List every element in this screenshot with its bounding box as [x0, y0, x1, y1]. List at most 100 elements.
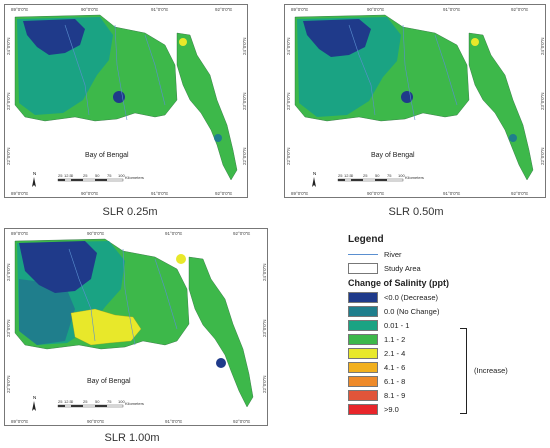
legend-class-row: 8.1 - 9: [348, 388, 544, 402]
increase-bracket: [460, 328, 467, 414]
svg-text:100: 100: [118, 173, 125, 178]
svg-text:24°0'0"N: 24°0'0"N: [286, 37, 291, 55]
map-svg: 89°0'0"E 90°0'0"E 91°0'0"E 92°0'0"E 89°0…: [6, 231, 267, 424]
scale-bar: 25 12.5 0 25 50 75 100 Kilometers: [57, 173, 144, 182]
svg-text:92°0'0"E: 92°0'0"E: [233, 231, 250, 236]
svg-text:12.5: 12.5: [64, 399, 73, 404]
legend-title: Legend: [348, 234, 384, 245]
legend-classes: <0.0 (Decrease) 0.0 (No Change) 0.01 - 1 1.…: [348, 290, 544, 416]
study-area-east: [468, 32, 534, 181]
svg-text:25: 25: [58, 173, 63, 178]
legend-class-row: 1.1 - 2: [348, 332, 544, 346]
svg-text:50: 50: [95, 399, 100, 404]
legend-label: Study Area: [384, 263, 421, 273]
svg-text:0: 0: [71, 173, 74, 178]
north-arrow-icon: N: [32, 395, 36, 411]
svg-text:N: N: [33, 395, 36, 400]
panel-caption: SLR 0.50m: [388, 206, 444, 218]
svg-text:25: 25: [338, 173, 343, 178]
map-svg: 89°0'0"E 90°0'0"E 91°0'0"E 92°0'0"E 89°0…: [286, 7, 545, 196]
svg-text:89°0'0"E: 89°0'0"E: [11, 419, 28, 424]
svg-text:24°0'0"N: 24°0'0"N: [262, 263, 267, 281]
legend-class-row: 0.0 (No Change): [348, 304, 544, 318]
legend-swatch: [348, 375, 378, 387]
yellow-spot: [471, 38, 479, 46]
legend-swatch: [348, 389, 378, 401]
legend-class-row: 4.1 - 6: [348, 360, 544, 374]
svg-text:Kilometers: Kilometers: [405, 175, 424, 180]
svg-text:90°0'0"E: 90°0'0"E: [87, 231, 104, 236]
legend-class-label: 0.01 - 1: [384, 320, 410, 330]
decrease-zone: [19, 241, 97, 293]
lon-tick: 92°0'0"E: [215, 191, 232, 196]
lat-tick: 22°0'0"N: [6, 147, 11, 165]
svg-text:23°0'0"N: 23°0'0"N: [6, 319, 11, 337]
legend-label: River: [384, 249, 402, 259]
svg-text:89°0'0"E: 89°0'0"E: [291, 7, 308, 12]
svg-text:90°0'0"E: 90°0'0"E: [367, 191, 384, 196]
bay-label: Bay of Bengal: [371, 152, 415, 159]
no-change-spot: [214, 134, 222, 142]
legend-class-row: >9.0: [348, 402, 544, 416]
legend-swatch: [348, 361, 378, 373]
scale-bar: 25 12.5 0 25 50 75 100 Kilometers: [57, 399, 144, 408]
legend-class-label: 4.1 - 6: [384, 362, 406, 372]
legend-river: River: [348, 247, 544, 261]
lon-tick: 91°0'0"E: [151, 191, 168, 196]
north-arrow-icon: N: [312, 171, 316, 187]
scale-bar: 25 12.5 0 25 50 75 100 Kilometers: [337, 173, 424, 182]
legend-class-label: <0.0 (Decrease): [384, 292, 438, 302]
legend-swatch: [348, 347, 378, 359]
svg-text:25: 25: [83, 399, 88, 404]
lat-tick: 24°0'0"N: [6, 37, 11, 55]
river-line: [64, 24, 166, 121]
svg-text:92°0'0"E: 92°0'0"E: [511, 7, 528, 12]
svg-text:25: 25: [363, 173, 368, 178]
svg-text:25: 25: [58, 399, 63, 404]
legend-class-row: 0.01 - 1: [348, 318, 544, 332]
svg-text:12.5: 12.5: [64, 173, 73, 178]
river-line: [348, 24, 458, 121]
legend-class-label: >9.0: [384, 404, 399, 414]
legend-class-label: 6.1 - 8: [384, 376, 406, 386]
decrease-zone: [23, 19, 85, 55]
decrease-zone: [303, 19, 371, 57]
svg-text:90°0'0"E: 90°0'0"E: [367, 7, 384, 12]
legend-class-label: 0.0 (No Change): [384, 306, 440, 316]
svg-text:23°0'0"N: 23°0'0"N: [286, 92, 291, 110]
svg-text:100: 100: [398, 173, 405, 178]
salinity-title: Change of Salinity (ppt): [348, 278, 449, 288]
lat-tick: 22°0'0"N: [242, 147, 247, 165]
svg-text:22°0'0"N: 22°0'0"N: [262, 375, 267, 393]
map-panel-slr-025: 89°0'0"E 90°0'0"E 91°0'0"E 92°0'0"E 89°0…: [4, 4, 248, 198]
legend-study-area: Study Area: [348, 261, 544, 275]
svg-text:89°0'0"E: 89°0'0"E: [291, 191, 308, 196]
svg-text:Kilometers: Kilometers: [125, 175, 144, 180]
no-change-zone: [19, 279, 75, 345]
svg-text:22°0'0"N: 22°0'0"N: [286, 147, 291, 165]
svg-text:75: 75: [107, 173, 112, 178]
map-panel-slr-050: 89°0'0"E 90°0'0"E 91°0'0"E 92°0'0"E 89°0…: [284, 4, 546, 198]
legend-swatch: [348, 333, 378, 345]
svg-text:91°0'0"E: 91°0'0"E: [165, 231, 182, 236]
svg-text:23°0'0"N: 23°0'0"N: [262, 319, 267, 337]
lat-tick: 23°0'0"N: [6, 92, 11, 110]
svg-text:N: N: [33, 171, 36, 176]
svg-text:75: 75: [387, 173, 392, 178]
svg-text:91°0'0"E: 91°0'0"E: [443, 7, 460, 12]
decrease-spot: [216, 358, 226, 368]
legend-class-label: 2.1 - 4: [384, 348, 406, 358]
svg-text:50: 50: [95, 173, 100, 178]
svg-text:12.5: 12.5: [344, 173, 353, 178]
lon-tick: 92°0'0"E: [215, 7, 232, 12]
legend-class-label: 1.1 - 2: [384, 334, 406, 344]
yellow-spot: [179, 38, 187, 46]
lon-tick: 89°0'0"E: [11, 7, 28, 12]
lon-tick: 89°0'0"E: [11, 191, 28, 196]
study-area-east: [176, 32, 238, 181]
yellow-spot: [176, 254, 186, 264]
svg-text:Kilometers: Kilometers: [125, 401, 144, 406]
svg-text:24°0'0"N: 24°0'0"N: [540, 37, 545, 55]
svg-text:91°0'0"E: 91°0'0"E: [165, 419, 182, 424]
svg-text:22°0'0"N: 22°0'0"N: [6, 375, 11, 393]
